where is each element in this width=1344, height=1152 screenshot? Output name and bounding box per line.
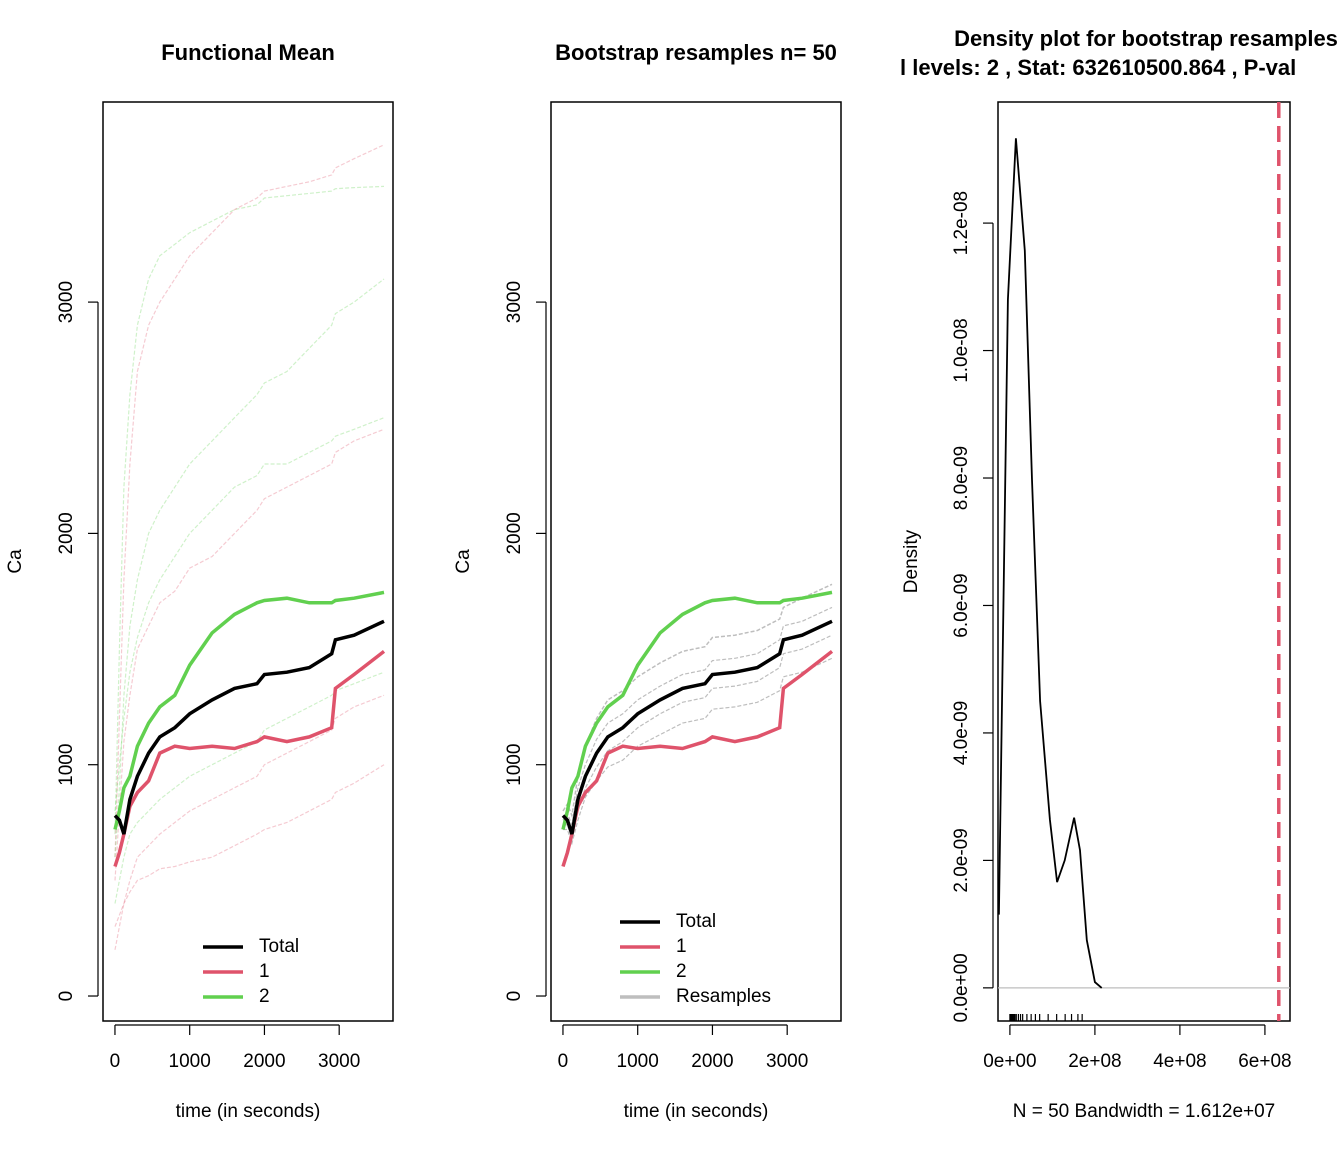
legend-label: Resamples [676,986,771,1007]
x-axis-label: N = 50 Bandwidth = 1.612e+07 [1013,1101,1276,1122]
legend-label: 1 [259,961,270,982]
y-tick-label: 2000 [504,512,525,554]
trace-line [563,634,833,842]
x-tick-label: 1000 [169,1051,211,1072]
y-axis-label: Ca [5,549,26,574]
x-axis-label: time (in seconds) [176,1101,321,1122]
chart-title: Functional Mean [161,40,335,65]
trace-line [114,185,385,835]
trace-line [114,278,385,858]
x-axis-label: time (in seconds) [624,1101,769,1122]
trace-line [563,657,833,846]
chart-title: Density plot for bootstrap resamples [954,26,1338,51]
trace-line [114,671,385,904]
x-tick-label: 2000 [243,1051,285,1072]
chart-title: Bootstrap resamples n= 50 [555,40,837,65]
x-tick-label: 2000 [691,1051,733,1072]
density-line [998,138,1103,989]
y-tick-label: 0 [56,991,77,1002]
chart-subtitle: l levels: 2 , Stat: 632610500.864 , P-va… [900,55,1296,80]
x-tick-label: 0e+00 [983,1051,1036,1072]
x-tick-label: 2e+08 [1068,1051,1121,1072]
x-tick-label: 1000 [617,1051,659,1072]
trace-line [114,764,385,927]
y-tick-label: 1.2e-08 [951,191,972,255]
plot-box [550,101,842,1022]
series-line [561,619,833,835]
plot-box [102,101,394,1022]
x-tick-label: 0 [110,1051,121,1072]
plot-box [997,101,1291,1022]
x-tick-label: 0 [558,1051,569,1072]
y-tick-label: 3000 [504,281,525,323]
y-tick-label: 4.0e-09 [951,701,972,765]
y-axis-label: Ca [453,549,474,574]
y-tick-label: 1000 [56,744,77,786]
legend-label: 2 [676,961,687,982]
y-tick-label: 2.0e-09 [951,828,972,892]
x-tick-label: 3000 [318,1051,360,1072]
trace-line [114,428,385,881]
x-tick-label: 3000 [766,1051,808,1072]
y-tick-label: 0.0e+00 [951,953,972,1022]
series-line [113,590,385,830]
series-line [113,619,385,835]
x-tick-label: 6e+08 [1238,1051,1291,1072]
y-tick-label: 3000 [56,281,77,323]
series-line [562,583,833,819]
y-tick-label: 2000 [56,512,77,554]
y-tick-label: 1000 [504,744,525,786]
trace-line [562,606,833,828]
series-line [561,590,833,830]
y-tick-label: 6.0e-09 [951,573,972,637]
trace-line [114,144,385,858]
trace-line [114,694,385,950]
trace-line [114,417,385,812]
legend-label: Total [259,936,299,957]
legend-label: 1 [676,936,687,957]
x-tick-label: 4e+08 [1153,1051,1206,1072]
y-tick-label: 0 [504,991,525,1002]
y-axis-label: Density [901,529,922,593]
y-tick-label: 8.0e-09 [951,446,972,510]
y-tick-label: 1.0e-08 [951,318,972,382]
legend-label: Total [676,911,716,932]
legend-label: 2 [259,986,270,1007]
